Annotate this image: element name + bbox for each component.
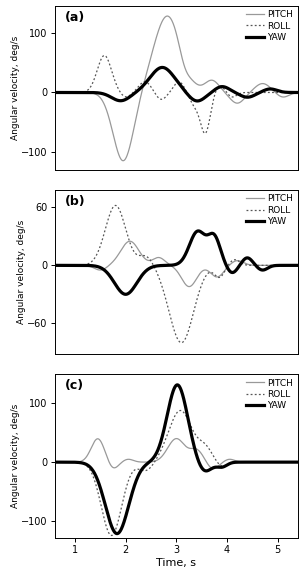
Legend: PITCH, ROLL, YAW: PITCH, ROLL, YAW: [244, 9, 295, 43]
Y-axis label: Angular velocity, deg/s: Angular velocity, deg/s: [11, 404, 20, 508]
Legend: PITCH, ROLL, YAW: PITCH, ROLL, YAW: [244, 193, 295, 228]
Y-axis label: Angular velocity, deg/s: Angular velocity, deg/s: [17, 220, 26, 324]
Text: (b): (b): [64, 195, 85, 208]
X-axis label: Time, s: Time, s: [156, 558, 196, 568]
Text: (a): (a): [64, 11, 85, 24]
Text: (c): (c): [64, 379, 84, 392]
Legend: PITCH, ROLL, YAW: PITCH, ROLL, YAW: [244, 377, 295, 412]
Y-axis label: Angular velocity, deg/s: Angular velocity, deg/s: [11, 36, 20, 140]
